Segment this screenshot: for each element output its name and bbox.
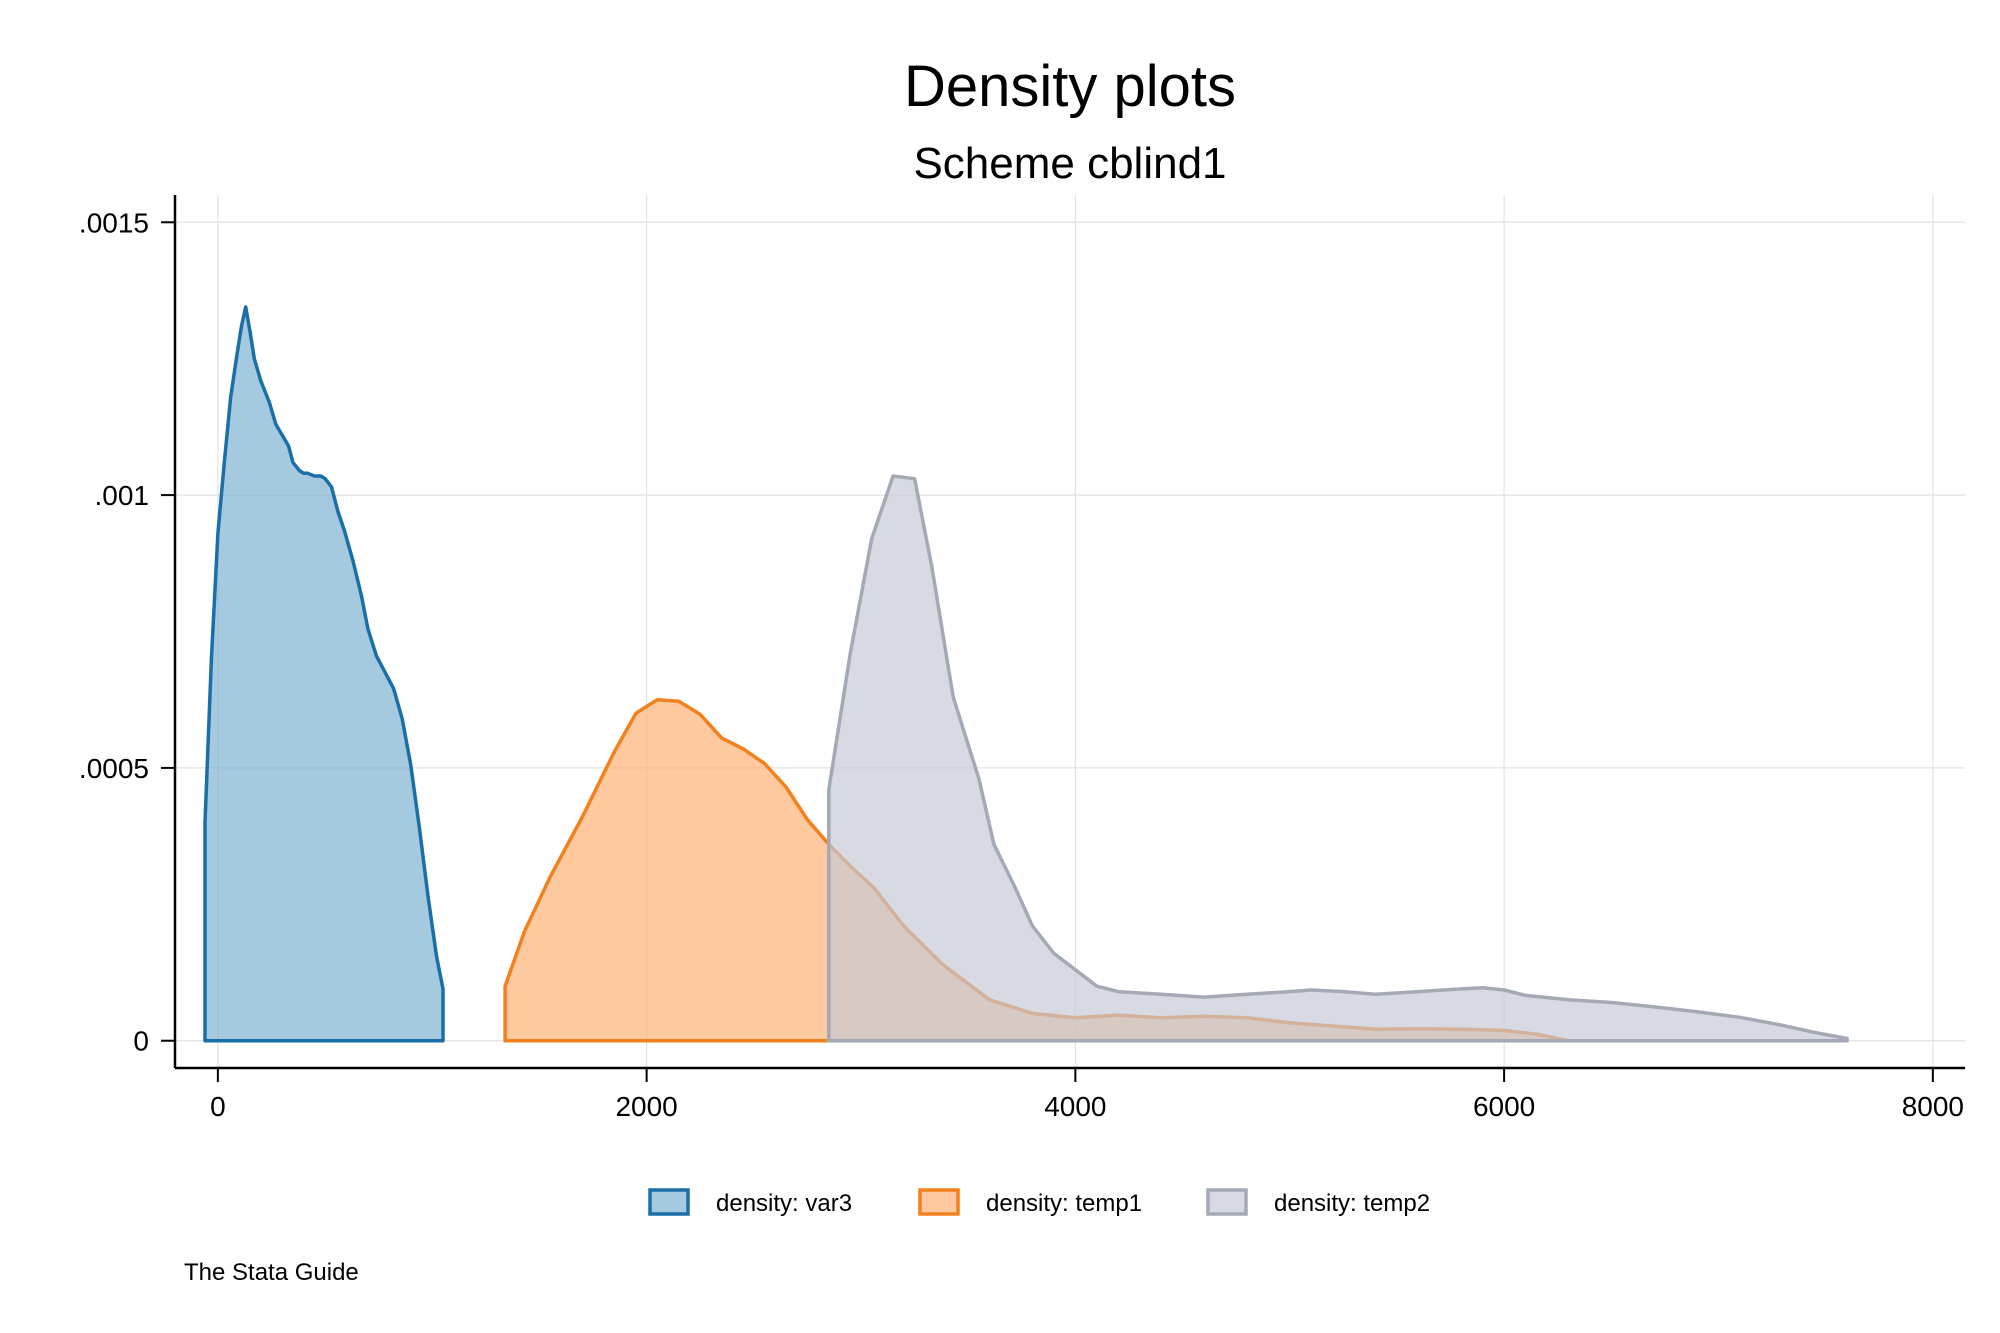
legend: density: var3 density: temp1 density: temp… <box>648 1188 1430 1217</box>
density-area-2 <box>827 474 1849 1043</box>
x-tick-label-2: 4000 <box>1044 1091 1106 1122</box>
legend-label-1: density: temp1 <box>986 1190 1142 1217</box>
legend-swatch-2 <box>1206 1188 1248 1216</box>
legend-swatch-0 <box>648 1188 690 1216</box>
x-tick-label-4: 8000 <box>1902 1091 1964 1122</box>
chart-title: Density plots <box>904 54 1236 119</box>
chart-note: The Stata Guide <box>184 1259 359 1286</box>
legend-swatch-1 <box>918 1188 960 1216</box>
x-tick-label-0: 0 <box>210 1091 226 1122</box>
legend-label-2: density: temp2 <box>1274 1190 1430 1217</box>
y-tick-label-2: .001 <box>95 480 150 511</box>
y-tick-label-3: .0015 <box>79 207 149 238</box>
area-layer <box>203 305 1849 1043</box>
density-area-0 <box>203 305 445 1043</box>
y-tick-label-1: .0005 <box>79 753 149 784</box>
x-tick-label-3: 6000 <box>1473 1091 1535 1122</box>
chart-subtitle: Scheme cblind1 <box>913 139 1226 188</box>
axis-layer: 0 2000 4000 6000 8000 0 .0005 .001 .0015 <box>79 195 1965 1122</box>
y-tick-label-0: 0 <box>133 1026 149 1057</box>
x-tick-label-1: 2000 <box>615 1091 677 1122</box>
legend-label-0: density: var3 <box>716 1190 852 1217</box>
